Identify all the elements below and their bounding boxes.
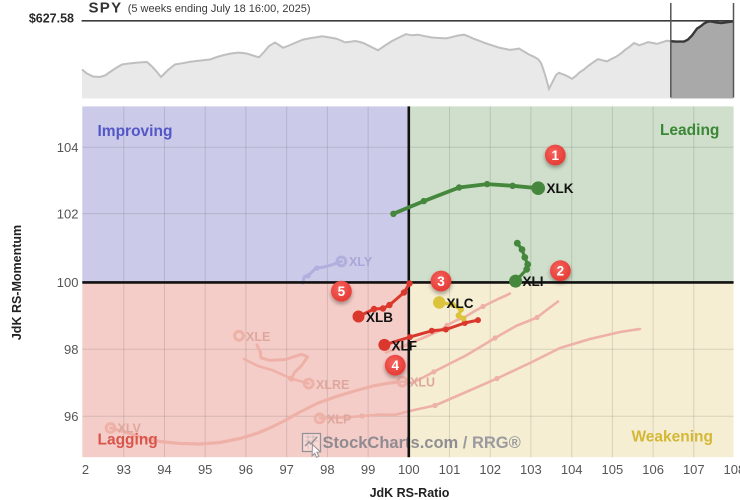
svg-text:99: 99 xyxy=(361,462,375,477)
svg-text:XLU: XLU xyxy=(410,376,435,390)
svg-text:96: 96 xyxy=(239,462,253,477)
svg-text:StockCharts.com / RRG®: StockCharts.com / RRG® xyxy=(323,434,521,452)
svg-text:107: 107 xyxy=(683,462,705,477)
svg-text:2: 2 xyxy=(82,462,89,477)
svg-text:104: 104 xyxy=(57,140,79,155)
svg-text:93: 93 xyxy=(117,462,131,477)
svg-text:XLV: XLV xyxy=(118,422,142,436)
svg-text:Improving: Improving xyxy=(98,123,173,140)
svg-text:JdK RS-Ratio: JdK RS-Ratio xyxy=(370,486,450,500)
svg-text:(5 weeks ending July 18 16:00,: (5 weeks ending July 18 16:00, 2025) xyxy=(128,3,311,15)
svg-text:106: 106 xyxy=(642,462,664,477)
svg-text:103: 103 xyxy=(520,462,542,477)
svg-text:100: 100 xyxy=(398,462,420,477)
svg-text:Weakening: Weakening xyxy=(631,429,713,446)
svg-text:102: 102 xyxy=(57,206,79,221)
svg-text:XLY: XLY xyxy=(349,255,373,269)
svg-text:105: 105 xyxy=(602,462,624,477)
svg-text:XLF: XLF xyxy=(392,339,418,354)
svg-text:XLY: XLY xyxy=(349,255,373,269)
svg-text:2: 2 xyxy=(557,264,565,279)
svg-text:Lagging: Lagging xyxy=(98,432,158,449)
svg-text:108: 108 xyxy=(724,462,740,477)
svg-text:1: 1 xyxy=(552,148,560,163)
svg-text:SPY: SPY xyxy=(89,0,123,17)
svg-text:Leading: Leading xyxy=(660,122,719,139)
svg-text:98: 98 xyxy=(64,342,78,357)
svg-text:96: 96 xyxy=(64,409,78,424)
svg-text:4: 4 xyxy=(391,358,399,373)
svg-text:XLB: XLB xyxy=(366,310,393,325)
svg-text:XLC: XLC xyxy=(447,296,474,311)
svg-text:XLP: XLP xyxy=(327,413,351,427)
svg-text:104: 104 xyxy=(561,462,583,477)
svg-text:98: 98 xyxy=(320,462,334,477)
svg-text:$627.58: $627.58 xyxy=(29,12,74,26)
svg-text:101: 101 xyxy=(439,462,461,477)
svg-text:XLI: XLI xyxy=(523,274,544,289)
svg-text:94: 94 xyxy=(157,462,171,477)
svg-text:100: 100 xyxy=(57,275,79,290)
svg-text:97: 97 xyxy=(279,462,293,477)
svg-text:95: 95 xyxy=(198,462,212,477)
svg-text:XLRE: XLRE xyxy=(316,378,349,392)
svg-text:5: 5 xyxy=(338,284,346,299)
svg-text:JdK RS-Momentum: JdK RS-Momentum xyxy=(10,225,24,340)
svg-text:3: 3 xyxy=(437,274,445,289)
svg-text:XLE: XLE xyxy=(246,330,270,344)
svg-text:XLK: XLK xyxy=(547,181,574,196)
svg-text:102: 102 xyxy=(479,462,501,477)
